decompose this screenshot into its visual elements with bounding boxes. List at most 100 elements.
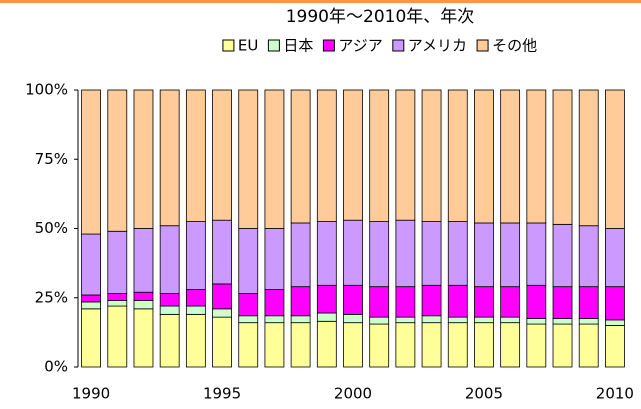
bar-segment bbox=[395, 89, 416, 221]
bar-segment bbox=[107, 305, 128, 368]
bar-segment bbox=[343, 322, 363, 368]
x-tick-label: 2000 bbox=[334, 385, 372, 403]
bar-segment bbox=[447, 316, 468, 324]
bar-segment bbox=[185, 305, 206, 315]
top-border bbox=[0, 0, 641, 3]
bar-segment bbox=[526, 323, 547, 368]
bar-segment bbox=[343, 284, 363, 315]
bar-segment bbox=[474, 322, 494, 368]
legend-label: EU bbox=[238, 37, 258, 55]
bar-segment bbox=[290, 315, 311, 324]
y-tick-label: 100% bbox=[25, 81, 68, 99]
legend-label: 日本 bbox=[283, 37, 313, 55]
bar-segment bbox=[264, 89, 285, 229]
legend-label: その他 bbox=[492, 37, 537, 55]
bar-segment bbox=[395, 286, 416, 318]
bar-segment bbox=[133, 228, 154, 293]
bar-segment bbox=[185, 221, 206, 290]
bar-segment bbox=[316, 221, 337, 286]
legend-swatch bbox=[392, 39, 405, 52]
bar-segment bbox=[395, 316, 416, 324]
bar-segment bbox=[447, 284, 468, 318]
bar-segment bbox=[238, 315, 259, 324]
bar-segment bbox=[212, 316, 232, 368]
bar-segment bbox=[107, 300, 128, 307]
bar-segment bbox=[552, 223, 573, 288]
bar-segment bbox=[447, 221, 468, 286]
bar-segment bbox=[264, 315, 285, 324]
bar-segment bbox=[133, 89, 154, 229]
bar-segment bbox=[605, 286, 625, 321]
legend-swatch bbox=[322, 39, 335, 52]
bar-segment bbox=[369, 221, 390, 288]
legend-swatch bbox=[267, 39, 280, 52]
legend-swatch bbox=[476, 39, 489, 52]
legend: EU 日本 アジア アメリカ その他 bbox=[222, 37, 537, 55]
bar-segment bbox=[316, 312, 337, 322]
bar-segment bbox=[264, 322, 285, 368]
bar-segment bbox=[238, 322, 259, 368]
bar-segment bbox=[212, 283, 232, 310]
bar-segment bbox=[421, 221, 442, 286]
bar-segment bbox=[605, 319, 625, 326]
bar-segment bbox=[395, 219, 416, 288]
bar-segment bbox=[316, 89, 337, 222]
bar-segment bbox=[290, 222, 311, 288]
bar-segment bbox=[343, 89, 363, 221]
bar-segment bbox=[500, 286, 521, 318]
bar-segment bbox=[81, 294, 101, 303]
y-tick-label: 25% bbox=[35, 288, 68, 306]
y-tick-label: 50% bbox=[35, 219, 68, 237]
bar-segment bbox=[159, 89, 180, 227]
bar-segment bbox=[81, 233, 101, 296]
bar-segment bbox=[474, 316, 494, 324]
bar-segment bbox=[133, 291, 154, 301]
bar-segment bbox=[421, 89, 442, 222]
bar-segment bbox=[369, 89, 390, 222]
bar-segment bbox=[369, 286, 390, 318]
bar-segment bbox=[578, 286, 599, 319]
bar-segment bbox=[343, 313, 363, 324]
legend-swatch bbox=[222, 39, 235, 52]
bar-segment bbox=[290, 286, 311, 317]
bar-segment bbox=[159, 225, 180, 294]
bar-segment bbox=[552, 286, 573, 319]
bar-segment bbox=[500, 316, 521, 324]
bar-segment bbox=[81, 301, 101, 310]
bar-segment bbox=[526, 89, 547, 224]
bar-segment bbox=[578, 225, 599, 288]
bar-segment bbox=[500, 222, 521, 288]
bar-segment bbox=[185, 313, 206, 368]
legend-label: アジア bbox=[338, 37, 382, 55]
bar-segment bbox=[238, 89, 259, 229]
bar-segment bbox=[552, 89, 573, 225]
bar-segment bbox=[447, 322, 468, 368]
bar-segment bbox=[500, 322, 521, 368]
bar-segment bbox=[526, 222, 547, 286]
bar-segment bbox=[212, 89, 232, 221]
bar-segment bbox=[159, 305, 180, 315]
bar-segment bbox=[552, 323, 573, 368]
bar-segment bbox=[238, 293, 259, 317]
bar-segment bbox=[238, 228, 259, 294]
x-tick-label: 2010 bbox=[596, 385, 634, 403]
bar-segment bbox=[133, 300, 154, 310]
bar-segment bbox=[578, 323, 599, 368]
bar-segment bbox=[552, 318, 573, 325]
bar-segment bbox=[474, 89, 494, 224]
bar-segment bbox=[605, 325, 625, 368]
chart-title: 1990年～2010年、年次 bbox=[286, 7, 475, 27]
bar-segment bbox=[526, 318, 547, 325]
bar-segment bbox=[185, 89, 206, 222]
bar-segment bbox=[212, 219, 232, 285]
bar-segment bbox=[421, 315, 442, 324]
bar-segment bbox=[421, 322, 442, 368]
bar-segment bbox=[133, 308, 154, 368]
bar-segment bbox=[474, 222, 494, 288]
x-tick-label: 1990 bbox=[72, 385, 110, 403]
bar-segment bbox=[605, 89, 625, 229]
x-tick-label: 2005 bbox=[465, 385, 503, 403]
bar-segment bbox=[605, 228, 625, 288]
bar-segment bbox=[185, 289, 206, 307]
